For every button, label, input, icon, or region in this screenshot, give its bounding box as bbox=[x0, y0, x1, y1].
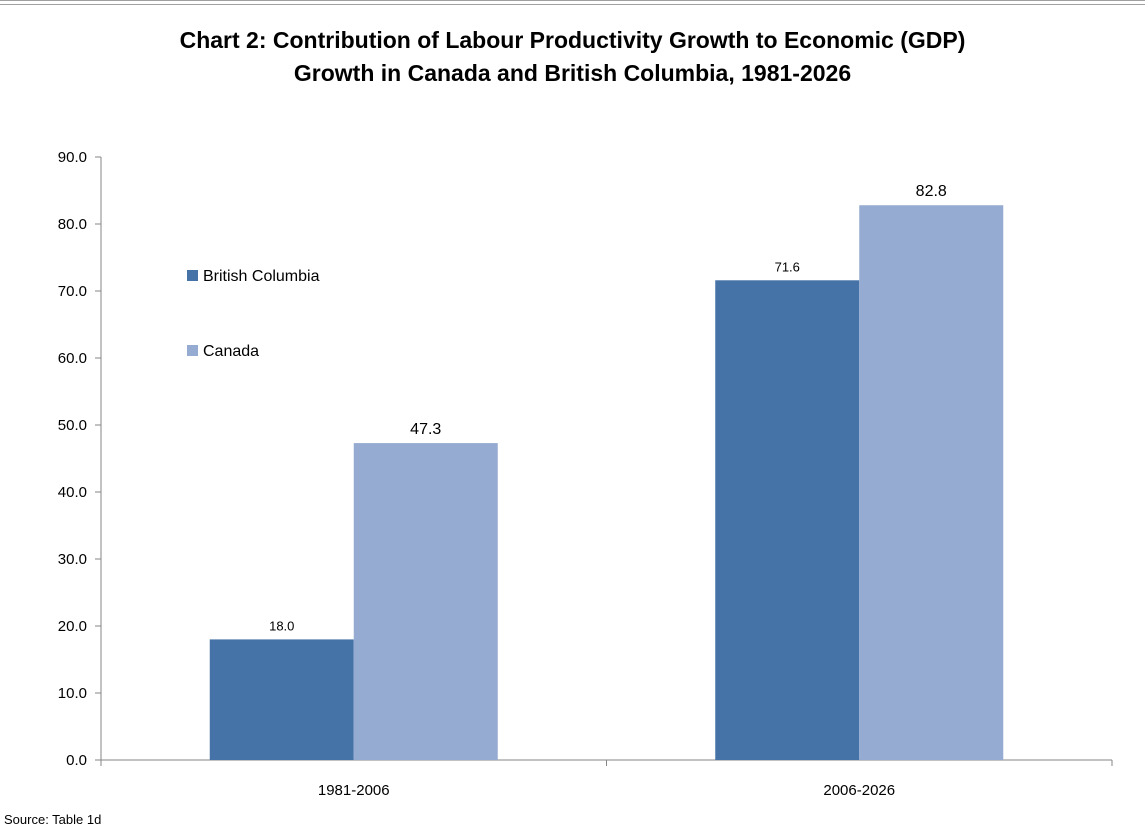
y-tick-label: 40.0 bbox=[58, 484, 87, 501]
chart-title-line-2: Growth in Canada and British Columbia, 1… bbox=[293, 60, 852, 86]
data-label: 18.0 bbox=[269, 618, 294, 633]
legend-swatch bbox=[187, 345, 198, 356]
y-tick-label: 90.0 bbox=[58, 149, 87, 166]
y-tick-label: 20.0 bbox=[58, 618, 87, 635]
y-tick-label: 60.0 bbox=[58, 350, 87, 367]
bar-british-columbia-2006-2026 bbox=[715, 280, 860, 760]
chart-title-line-1: Chart 2: Contribution of Labour Producti… bbox=[179, 27, 966, 53]
source-note: Source: Table 1d bbox=[4, 812, 102, 827]
data-label: 82.8 bbox=[916, 183, 947, 200]
data-label: 71.6 bbox=[775, 259, 800, 274]
top-border bbox=[0, 0, 1145, 5]
chart-title: Chart 2: Contribution of Labour Producti… bbox=[0, 24, 1145, 90]
bar-canada-1981-2006 bbox=[353, 443, 498, 760]
y-tick-label: 0.0 bbox=[66, 752, 87, 769]
bar-british-columbia-1981-2006 bbox=[209, 639, 354, 760]
y-tick-label: 70.0 bbox=[58, 283, 87, 300]
x-tick-label: 1981-2006 bbox=[318, 782, 390, 799]
legend-label: Canada bbox=[203, 343, 259, 360]
bar-canada-2006-2026 bbox=[859, 205, 1004, 761]
y-tick-label: 10.0 bbox=[58, 685, 87, 702]
data-label: 47.3 bbox=[410, 421, 441, 438]
legend-label: British Columbia bbox=[203, 268, 320, 285]
y-tick-label: 30.0 bbox=[58, 551, 87, 568]
y-tick-label: 50.0 bbox=[58, 417, 87, 434]
x-tick-label: 2006-2026 bbox=[823, 782, 895, 799]
y-tick-label: 80.0 bbox=[58, 216, 87, 233]
legend-swatch bbox=[187, 270, 198, 281]
